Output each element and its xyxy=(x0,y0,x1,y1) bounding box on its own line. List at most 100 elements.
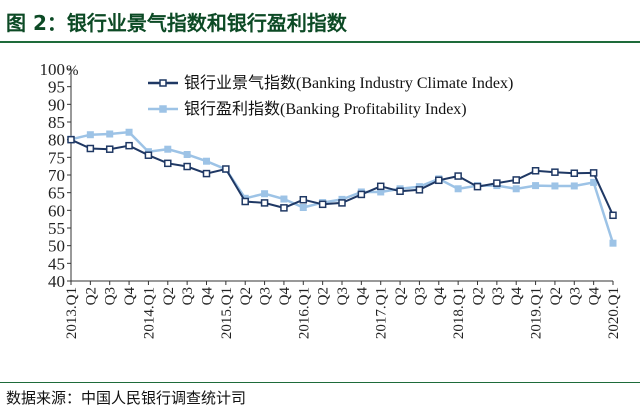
data-point xyxy=(338,199,346,207)
data-point xyxy=(299,204,307,212)
y-tick-label: 50 xyxy=(48,237,65,256)
y-tick-label: 80 xyxy=(48,131,65,150)
data-point xyxy=(396,187,404,196)
x-tick-label: 2016.Q1 xyxy=(296,287,312,339)
y-tick-label: 85 xyxy=(48,113,65,132)
data-point xyxy=(280,195,288,203)
x-tick-label: Q4 xyxy=(432,287,448,306)
data-point xyxy=(435,176,443,185)
data-point xyxy=(454,172,462,180)
data-point xyxy=(183,151,191,159)
x-tick-label: Q4 xyxy=(509,287,525,306)
data-point xyxy=(609,211,617,220)
data-point xyxy=(86,144,95,153)
series-layer xyxy=(67,128,617,247)
data-point xyxy=(493,179,501,187)
x-tick-label: 2014.Q1 xyxy=(141,287,157,339)
series-climate-index xyxy=(67,135,617,220)
y-tick-label: 55 xyxy=(48,219,65,238)
data-point xyxy=(261,190,269,198)
data-point xyxy=(570,182,578,190)
data-point xyxy=(260,199,269,207)
y-unit-label: % xyxy=(66,63,79,79)
x-tick-label: Q4 xyxy=(354,287,370,306)
data-point xyxy=(203,157,210,165)
legend-swatch-marker xyxy=(159,79,167,87)
data-point xyxy=(570,169,579,177)
data-point xyxy=(164,159,172,168)
x-tick-label: Q3 xyxy=(490,287,506,305)
data-point xyxy=(241,197,249,206)
data-point xyxy=(376,182,385,191)
data-point xyxy=(415,186,424,194)
x-tick-label: Q3 xyxy=(412,287,428,305)
x-tick-label: Q2 xyxy=(238,287,254,305)
legend-entry: 银行业景气指数(Banking Industry Climate Index) xyxy=(148,74,513,92)
data-point xyxy=(454,185,462,193)
x-tick-label: Q3 xyxy=(567,287,583,305)
x-tick-label: Q3 xyxy=(335,287,351,305)
data-point xyxy=(512,176,520,184)
legend-label: 银行业景气指数(Banking Industry Climate Index) xyxy=(184,74,513,92)
data-point xyxy=(67,135,75,144)
y-tick-label: 100 xyxy=(40,60,66,79)
chart-header: 图 2：银行业景气指数和银行盈利指数 xyxy=(0,0,640,44)
data-point xyxy=(105,145,114,153)
data-source-note: 数据来源：中国人民银行调查统计司 xyxy=(6,389,247,407)
x-tick-label: 2019.Q1 xyxy=(529,287,545,339)
data-point xyxy=(86,131,94,139)
data-point xyxy=(106,130,114,138)
y-tick-label: 60 xyxy=(48,201,65,220)
legend-swatch-marker xyxy=(159,105,167,113)
x-tick-label: Q3 xyxy=(103,287,119,305)
x-tick-label: Q2 xyxy=(161,287,177,305)
x-tick-label: 2015.Q1 xyxy=(219,287,235,339)
data-point xyxy=(532,182,540,190)
x-tick-label: Q2 xyxy=(83,287,99,305)
x-tick-label: Q2 xyxy=(548,287,564,305)
series-line xyxy=(70,130,615,244)
data-point xyxy=(144,151,153,159)
data-point xyxy=(473,182,482,191)
data-point xyxy=(318,200,327,209)
x-tick-label: Q2 xyxy=(316,287,332,305)
x-tick-label: Q4 xyxy=(277,287,293,306)
x-tick-label: Q3 xyxy=(258,287,274,305)
x-tick-label: Q4 xyxy=(587,287,603,306)
data-point xyxy=(609,239,617,247)
legend: 银行业景气指数(Banking Industry Climate Index) 银… xyxy=(148,74,513,118)
data-point xyxy=(357,190,366,199)
y-tick-label: 95 xyxy=(48,78,65,97)
x-tick-label: Q2 xyxy=(471,287,487,305)
data-point xyxy=(531,167,540,175)
y-tick-label: 90 xyxy=(48,95,65,114)
x-tick-label: Q2 xyxy=(393,287,409,305)
x-tick-label: Q4 xyxy=(122,287,138,306)
y-tick-label: 45 xyxy=(48,254,65,273)
title-divider xyxy=(0,41,640,43)
legend-entry: 银行盈利指数(Banking Profitability Index) xyxy=(148,100,467,118)
y-tick-label: 40 xyxy=(48,272,65,291)
data-point xyxy=(280,204,288,212)
data-point xyxy=(222,165,230,173)
data-point xyxy=(125,141,133,150)
series-profitability-index xyxy=(67,128,617,247)
legend-label: 银行盈利指数(Banking Profitability Index) xyxy=(184,100,467,118)
data-point xyxy=(512,185,520,193)
data-point xyxy=(589,169,598,177)
x-tick-label: 2018.Q1 xyxy=(451,287,467,339)
data-point xyxy=(299,195,308,204)
data-point xyxy=(551,168,559,176)
x-tick-label: Q3 xyxy=(180,287,196,305)
x-tick-label: Q4 xyxy=(200,287,216,306)
data-point xyxy=(202,169,211,178)
y-tick-label: 65 xyxy=(48,184,65,203)
x-tick-label: 2020.Q1 xyxy=(606,287,622,339)
x-tick-label: 2013.Q1 xyxy=(64,287,80,339)
y-tick-label: 75 xyxy=(48,148,65,167)
footer-divider xyxy=(0,382,640,383)
data-point xyxy=(183,162,191,171)
data-point xyxy=(125,128,133,136)
